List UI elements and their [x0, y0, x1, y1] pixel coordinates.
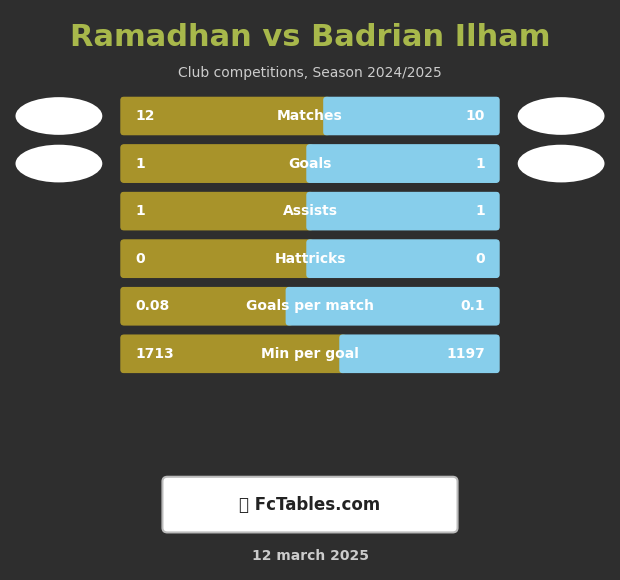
Text: 1: 1 — [475, 157, 485, 171]
Text: Assists: Assists — [283, 204, 337, 218]
Text: Matches: Matches — [277, 109, 343, 123]
Text: Goals: Goals — [288, 157, 332, 171]
Ellipse shape — [518, 97, 604, 135]
Text: 0.1: 0.1 — [460, 299, 485, 313]
Text: 1197: 1197 — [446, 347, 485, 361]
FancyBboxPatch shape — [120, 96, 330, 135]
FancyBboxPatch shape — [120, 144, 314, 183]
Text: 1: 1 — [135, 204, 145, 218]
Text: 10: 10 — [466, 109, 485, 123]
Ellipse shape — [16, 97, 102, 135]
Ellipse shape — [16, 144, 102, 182]
Text: 1: 1 — [135, 157, 145, 171]
Text: Min per goal: Min per goal — [261, 347, 359, 361]
FancyBboxPatch shape — [120, 191, 314, 230]
Text: Goals per match: Goals per match — [246, 299, 374, 313]
FancyBboxPatch shape — [339, 334, 500, 374]
FancyBboxPatch shape — [120, 239, 314, 278]
FancyBboxPatch shape — [120, 334, 347, 374]
Text: Hattricks: Hattricks — [274, 252, 346, 266]
Text: 12: 12 — [135, 109, 154, 123]
Text: Club competitions, Season 2024/2025: Club competitions, Season 2024/2025 — [178, 66, 442, 79]
Text: 📊 FcTables.com: 📊 FcTables.com — [239, 495, 381, 514]
FancyBboxPatch shape — [286, 287, 500, 326]
Text: Ramadhan vs Badrian Ilham: Ramadhan vs Badrian Ilham — [69, 23, 551, 52]
FancyBboxPatch shape — [306, 191, 500, 230]
FancyBboxPatch shape — [323, 96, 500, 135]
FancyBboxPatch shape — [120, 287, 293, 326]
FancyBboxPatch shape — [306, 239, 500, 278]
Text: 0: 0 — [135, 252, 145, 266]
Text: 1713: 1713 — [135, 347, 174, 361]
FancyBboxPatch shape — [162, 477, 458, 532]
FancyBboxPatch shape — [306, 144, 500, 183]
Text: 12 march 2025: 12 march 2025 — [252, 549, 368, 563]
Text: 0.08: 0.08 — [135, 299, 169, 313]
Text: 1: 1 — [475, 204, 485, 218]
Text: 0: 0 — [475, 252, 485, 266]
Ellipse shape — [518, 144, 604, 182]
